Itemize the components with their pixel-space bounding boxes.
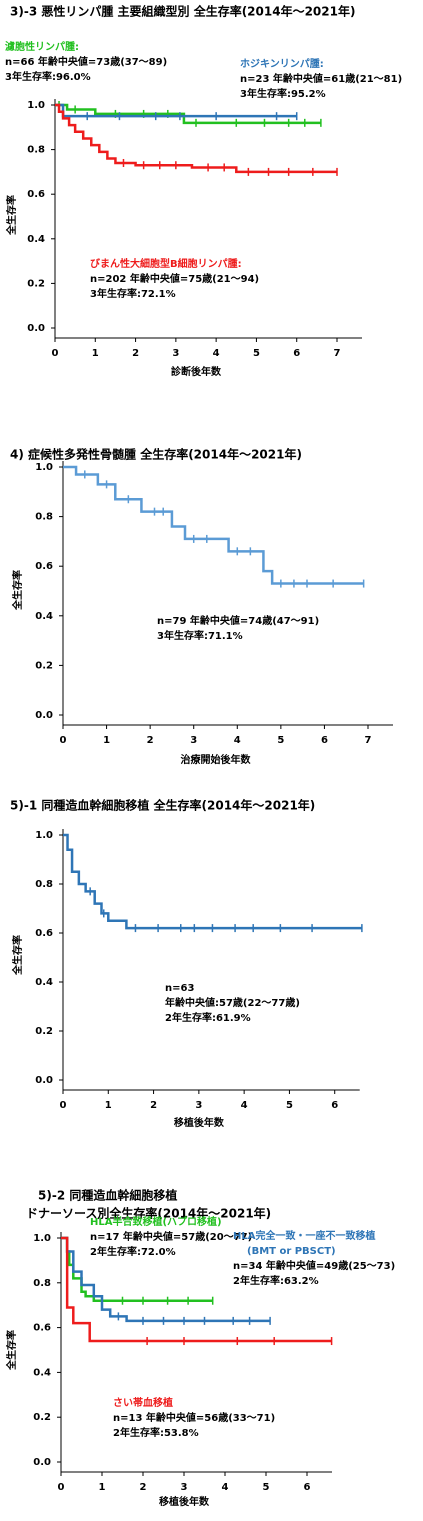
x-tick-label: 4: [222, 1482, 229, 1493]
y-tick-label: 0.2: [33, 1412, 51, 1423]
y-tick-label: 0.0: [35, 1075, 53, 1086]
x-tick-label: 5: [263, 1482, 270, 1493]
x-tick-label: 4: [213, 348, 220, 359]
y-tick-label: 0.6: [33, 1323, 51, 1334]
y-tick-label: 0.4: [27, 234, 45, 245]
series-label: HLA半合致移植(ハプロ移植): [90, 1215, 222, 1228]
y-tick-label: 0.4: [35, 611, 53, 622]
x-tick-label: 1: [92, 348, 99, 359]
x-tick-label: 3: [181, 1482, 188, 1493]
series-note: 2年生存率:63.2%: [233, 1274, 319, 1287]
y-tick-label: 0.0: [33, 1457, 51, 1468]
y-axis-label: 全生存率: [11, 570, 24, 611]
y-tick-label: 0.0: [27, 323, 45, 334]
series-note: n=202 年齢中央値=75歳(21〜94): [90, 272, 259, 285]
x-axis-label: 移植後年数: [159, 1495, 210, 1508]
series-note: 年齢中央値:57歳(22〜77歳): [165, 996, 300, 1009]
x-axis-label: 診断後年数: [171, 365, 222, 378]
y-tick-label: 0.2: [27, 278, 45, 289]
y-axis-label: 全生存率: [5, 195, 18, 236]
chart-title: 5)-2 同種造血幹細胞移植: [38, 1188, 177, 1203]
series-note: n=34 年齢中央値=49歳(25〜73): [233, 1259, 395, 1272]
series-label: さい帯血移植: [113, 1396, 173, 1409]
y-tick-label: 0.6: [27, 189, 45, 200]
x-tick-label: 5: [253, 348, 260, 359]
y-tick-label: 0.2: [35, 1026, 53, 1037]
series-label: 濾胞性リンパ腫:: [5, 40, 79, 53]
chart-title: 5)-1 同種造血幹細胞移植 全生存率(2014年〜2021年): [10, 798, 315, 813]
series-note: n=79 年齢中央値=74歳(47〜91): [157, 614, 319, 627]
y-tick-label: 0.8: [35, 879, 53, 890]
series-note: n=23 年齢中央値=61歳(21〜81): [240, 72, 402, 85]
series-note: n=63: [165, 983, 194, 994]
series-label: びまん性大細胞型B細胞リンパ腫:: [90, 257, 242, 270]
x-tick-label: 1: [99, 1482, 106, 1493]
survival-curve: [55, 103, 337, 174]
x-tick-label: 6: [331, 1100, 338, 1111]
series-note: 3年生存率:71.1%: [157, 629, 243, 642]
chart-title: 4) 症候性多発性骨髄腫 全生存率(2014年〜2021年): [10, 447, 302, 462]
series-note: 3年生存率:95.2%: [240, 87, 326, 100]
series-note: 3年生存率:72.1%: [90, 287, 176, 300]
y-tick-label: 1.0: [33, 1233, 51, 1244]
y-tick-label: 1.0: [35, 830, 53, 841]
y-axis-label: 全生存率: [11, 935, 24, 976]
x-tick-label: 2: [132, 348, 139, 359]
y-tick-label: 0.4: [35, 977, 53, 988]
x-tick-label: 2: [147, 735, 154, 746]
series-note: 2年生存率:61.9%: [165, 1011, 251, 1024]
y-tick-label: 0.8: [27, 145, 45, 156]
x-tick-label: 1: [105, 1100, 112, 1111]
series-note: 2年生存率:53.8%: [113, 1426, 199, 1439]
x-tick-label: 0: [60, 1100, 67, 1111]
x-axis-label: 移植後年数: [174, 1116, 225, 1129]
series-note: n=13 年齢中央値=56歳(33〜71): [113, 1411, 275, 1424]
x-tick-label: 2: [140, 1482, 147, 1493]
x-tick-label: 6: [304, 1482, 311, 1493]
x-tick-label: 4: [241, 1100, 248, 1111]
x-tick-label: 3: [195, 1100, 202, 1111]
x-tick-label: 3: [172, 348, 179, 359]
x-tick-label: 6: [321, 735, 328, 746]
y-tick-label: 0.8: [33, 1278, 51, 1289]
series-note: n=66 年齢中央値=73歳(37〜89): [5, 55, 167, 68]
x-tick-label: 0: [58, 1482, 65, 1493]
y-tick-label: 1.0: [27, 100, 45, 111]
x-tick-label: 5: [277, 735, 284, 746]
series-label: HLA完全一致・一座不一致移植: [233, 1229, 375, 1242]
x-tick-label: 7: [334, 348, 341, 359]
chart-title: 3)-3 悪性リンパ腫 主要組織型別 全生存率(2014年〜2021年): [10, 4, 355, 19]
x-tick-label: 0: [60, 735, 67, 746]
series-label: ホジキンリンパ腫:: [240, 57, 324, 70]
series-note: n=17 年齢中央値=57歳(20〜77): [90, 1230, 252, 1243]
y-tick-label: 0.4: [33, 1367, 51, 1378]
x-tick-label: 2: [150, 1100, 157, 1111]
x-tick-label: 0: [52, 348, 59, 359]
survival-curve: [63, 833, 362, 930]
x-axis-label: 治療開始後年数: [181, 753, 252, 766]
series-note: 2年生存率:72.0%: [90, 1245, 176, 1258]
x-tick-label: 1: [103, 735, 110, 746]
y-tick-label: 0.8: [35, 512, 53, 523]
x-tick-label: 6: [293, 348, 300, 359]
chart-subtitle: ドナーソース別全生存率(2014年〜2021年): [26, 1206, 271, 1221]
y-tick-label: 0.6: [35, 561, 53, 572]
y-tick-label: 0.0: [35, 710, 53, 721]
survival-curve: [63, 465, 364, 585]
y-axis-label: 全生存率: [5, 1330, 18, 1371]
y-tick-label: 0.6: [35, 928, 53, 939]
x-tick-label: 4: [234, 735, 241, 746]
x-tick-label: 3: [190, 735, 197, 746]
y-tick-label: 1.0: [35, 462, 53, 473]
y-tick-label: 0.2: [35, 660, 53, 671]
x-tick-label: 5: [286, 1100, 293, 1111]
survival-curve: [55, 103, 321, 125]
survival-curve: [61, 1236, 332, 1343]
series-note: (BMT or PBSCT): [247, 1246, 336, 1257]
series-note: 3年生存率:96.0%: [5, 70, 91, 83]
x-tick-label: 7: [365, 735, 372, 746]
